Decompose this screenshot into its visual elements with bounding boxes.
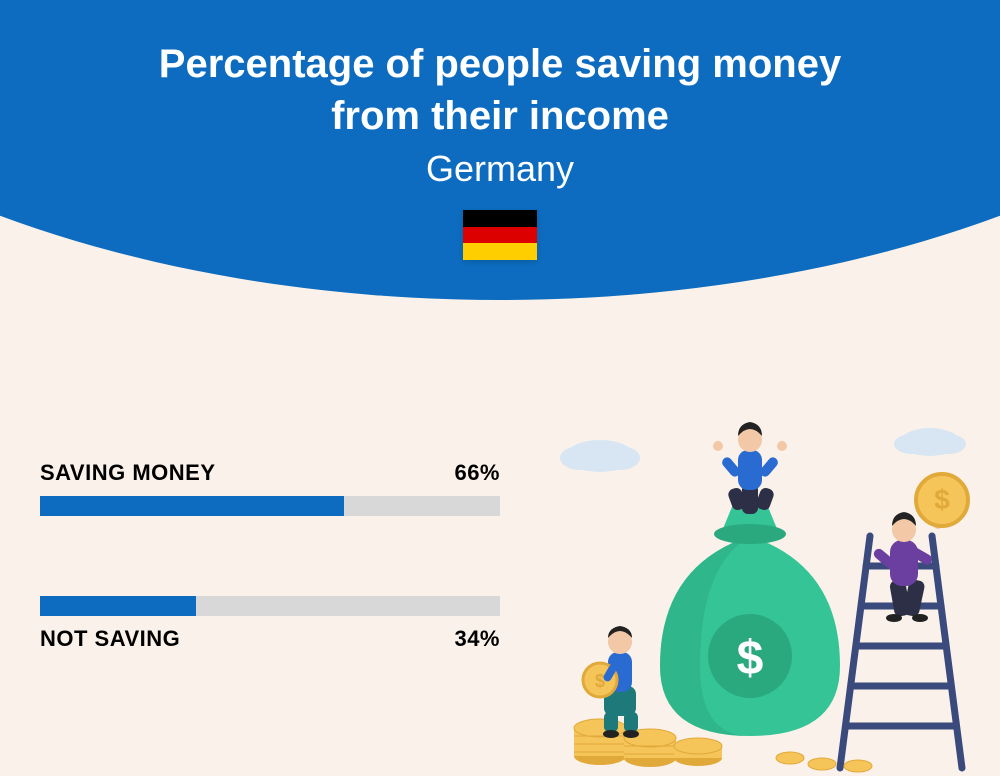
country-subtitle: Germany: [0, 148, 1000, 190]
bar-track: [40, 496, 500, 516]
bar-labels: NOT SAVING 34%: [40, 626, 500, 652]
svg-text:$: $: [595, 671, 605, 691]
bar-group-saving: SAVING MONEY 66%: [40, 460, 500, 516]
flag-stripe-red: [463, 227, 537, 244]
bars-section: SAVING MONEY 66% NOT SAVING 34%: [40, 460, 500, 732]
bar-fill: [40, 596, 196, 616]
bar-fill: [40, 496, 344, 516]
bar-value: 34%: [454, 626, 500, 652]
bar-labels: SAVING MONEY 66%: [40, 460, 500, 486]
bar-value: 66%: [454, 460, 500, 486]
illustration-svg: $: [540, 416, 1000, 776]
cloud-icon: [560, 440, 640, 472]
germany-flag-icon: [463, 210, 537, 260]
title-line-1: Percentage of people saving money: [0, 38, 1000, 90]
svg-text:$: $: [934, 484, 950, 515]
savings-illustration: $: [540, 416, 1000, 776]
header-content: Percentage of people saving money from t…: [0, 38, 1000, 260]
bar-track: [40, 596, 500, 616]
person-top-icon: [713, 422, 787, 514]
flag-stripe-gold: [463, 243, 537, 260]
title-line-2: from their income: [0, 90, 1000, 142]
svg-text:$: $: [737, 632, 764, 685]
bar-group-not-saving: NOT SAVING 34%: [40, 596, 500, 652]
coin-icon: $: [916, 474, 968, 526]
money-bag-icon: $: [660, 498, 840, 736]
small-coins-icon: [776, 752, 872, 772]
infographic-canvas: Percentage of people saving money from t…: [0, 0, 1000, 776]
bar-label: NOT SAVING: [40, 626, 180, 652]
flag-stripe-black: [463, 210, 537, 227]
cloud-icon: [894, 428, 966, 456]
bar-label: SAVING MONEY: [40, 460, 216, 486]
